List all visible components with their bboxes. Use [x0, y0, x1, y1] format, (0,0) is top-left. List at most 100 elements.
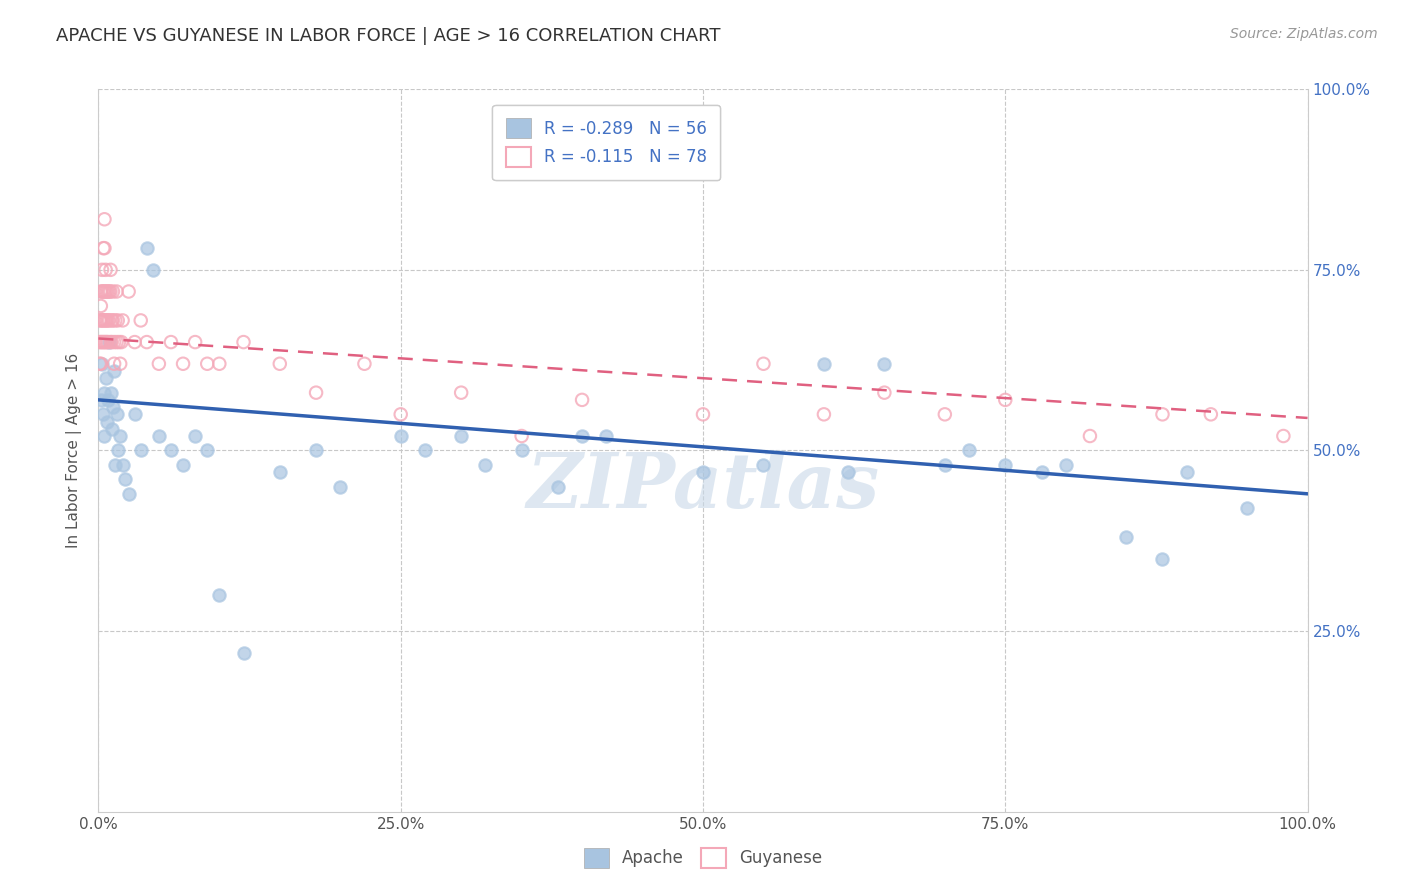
Point [90, 357, 112, 371]
Point [1272, 429, 1295, 443]
Point [353, 357, 375, 371]
Point [100, 285, 122, 299]
Point [90, 285, 112, 299]
Point [108, 357, 131, 371]
Point [97, 392, 120, 407]
Point [111, 458, 134, 472]
Point [957, 443, 980, 458]
Point [101, 400, 124, 414]
Point [94, 334, 117, 349]
Point [232, 334, 254, 349]
Point [305, 385, 328, 400]
Y-axis label: In Labor Force | Age > 16: In Labor Force | Age > 16 [66, 353, 83, 548]
Point [571, 392, 593, 407]
Point [873, 385, 896, 400]
Point [90, 392, 112, 407]
Point [129, 443, 152, 458]
Point [91, 407, 114, 421]
Point [124, 334, 146, 349]
Point [91, 285, 114, 299]
Point [329, 480, 352, 494]
Point [94, 371, 117, 385]
Point [103, 334, 125, 349]
Point [232, 646, 254, 660]
Point [110, 334, 132, 349]
Point [97, 313, 120, 327]
Point [105, 407, 128, 421]
Point [160, 443, 183, 458]
Point [91, 262, 114, 277]
Point [595, 429, 617, 443]
Text: APACHE VS GUYANESE IN LABOR FORCE | AGE > 16 CORRELATION CHART: APACHE VS GUYANESE IN LABOR FORCE | AGE … [56, 27, 721, 45]
Legend: Apache, Guyanese: Apache, Guyanese [578, 841, 828, 875]
Point [389, 407, 412, 421]
Point [100, 262, 122, 277]
Point [89, 357, 111, 371]
Point [135, 334, 157, 349]
Point [96, 313, 118, 327]
Point [90, 313, 112, 327]
Point [692, 407, 714, 421]
Point [96, 285, 118, 299]
Point [100, 313, 122, 327]
Point [934, 458, 956, 472]
Point [108, 429, 131, 443]
Point [100, 422, 122, 436]
Point [98, 313, 121, 327]
Point [994, 392, 1017, 407]
Point [96, 415, 118, 429]
Point [118, 285, 141, 299]
Point [100, 334, 122, 349]
Point [160, 334, 183, 349]
Point [104, 313, 127, 327]
Point [94, 262, 117, 277]
Point [93, 212, 115, 227]
Point [752, 357, 775, 371]
Point [124, 407, 146, 421]
Point [111, 313, 134, 327]
Point [413, 443, 436, 458]
Point [813, 407, 835, 421]
Point [103, 364, 125, 378]
Point [93, 429, 115, 443]
Point [100, 385, 122, 400]
Point [195, 443, 218, 458]
Point [91, 334, 114, 349]
Point [752, 458, 775, 472]
Point [108, 334, 131, 349]
Point [1199, 407, 1222, 421]
Point [195, 357, 218, 371]
Point [184, 429, 207, 443]
Point [98, 334, 121, 349]
Point [89, 334, 111, 349]
Point [1031, 465, 1053, 479]
Point [142, 262, 165, 277]
Point [93, 241, 115, 255]
Point [129, 313, 152, 327]
Point [107, 443, 129, 458]
Point [91, 285, 114, 299]
Point [208, 357, 231, 371]
Point [450, 429, 472, 443]
Point [148, 429, 170, 443]
Point [90, 299, 112, 313]
Point [389, 429, 412, 443]
Point [1078, 429, 1101, 443]
Point [305, 443, 328, 458]
Point [91, 313, 114, 327]
Point [1175, 465, 1198, 479]
Point [1115, 530, 1137, 544]
Point [873, 357, 896, 371]
Point [184, 334, 207, 349]
Point [100, 334, 122, 349]
Point [118, 487, 141, 501]
Point [97, 285, 120, 299]
Point [107, 313, 129, 327]
Point [692, 465, 714, 479]
Legend: R = -0.289   N = 56, R = -0.115   N = 78: R = -0.289 N = 56, R = -0.115 N = 78 [492, 104, 720, 180]
Point [103, 357, 125, 371]
Point [91, 313, 114, 327]
Point [105, 334, 128, 349]
Point [813, 357, 835, 371]
Point [114, 472, 136, 486]
